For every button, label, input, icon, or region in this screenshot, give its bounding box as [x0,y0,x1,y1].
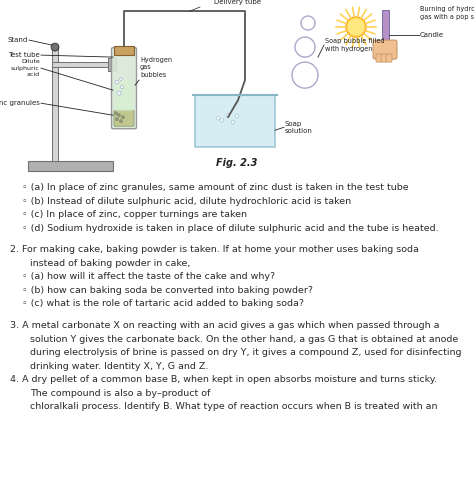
Text: ◦ (c) In place of zinc, copper turnings are taken: ◦ (c) In place of zinc, copper turnings … [22,210,247,219]
Text: 3. A metal carbonate X on reacting with an acid gives a gas which when passed th: 3. A metal carbonate X on reacting with … [10,321,439,330]
Circle shape [115,80,119,84]
Circle shape [301,16,315,30]
Circle shape [116,118,118,121]
Bar [52,62,112,67]
Bar [382,10,389,45]
Circle shape [220,118,224,122]
Circle shape [120,78,122,80]
Text: Hydrogen
gas
bubbles: Hydrogen gas bubbles [140,56,172,77]
Circle shape [226,113,230,117]
Text: 2. For making cake, baking powder is taken. If at home your mother uses baking s: 2. For making cake, baking powder is tak… [10,245,419,254]
Circle shape [115,112,118,115]
FancyBboxPatch shape [381,54,387,62]
Text: Burning of hydrogen
gas with a pop sound: Burning of hydrogen gas with a pop sound [420,6,474,20]
Text: ◦ (b) Instead of dilute sulphuric acid, dilute hydrochloric acid is taken: ◦ (b) Instead of dilute sulphuric acid, … [22,197,351,206]
Text: Stand: Stand [8,37,28,43]
Bar [108,58,116,71]
Text: ◦ (c) what is the role of tartaric acid added to baking soda?: ◦ (c) what is the role of tartaric acid … [22,300,304,308]
Text: ◦ (a) how will it affect the taste of the cake and why?: ◦ (a) how will it affect the taste of th… [22,272,275,281]
FancyBboxPatch shape [195,95,275,147]
Text: drinking water. Identity X, Y, G and Z.: drinking water. Identity X, Y, G and Z. [30,361,209,371]
Circle shape [120,86,124,89]
Text: solution Y gives the carbonate back. On the other hand, a gas G that is obtained: solution Y gives the carbonate back. On … [30,335,458,343]
FancyBboxPatch shape [373,40,397,59]
Circle shape [119,120,122,123]
Text: Soap bubble filled
with hydrogen: Soap bubble filled with hydrogen [325,38,384,52]
Circle shape [295,37,315,57]
Text: Fig. 2.3: Fig. 2.3 [216,158,258,169]
FancyBboxPatch shape [386,54,392,62]
Circle shape [51,43,59,51]
Circle shape [118,113,120,117]
Circle shape [346,17,366,37]
Bar [52,46,58,161]
Text: chloralkali process. Identify B. What type of reaction occurs when B is treated : chloralkali process. Identify B. What ty… [30,402,438,411]
Text: during electrolysis of brine is passed on dry Y, it gives a compound Z, used for: during electrolysis of brine is passed o… [30,348,462,357]
Text: Dilute
sulphuric
acid: Dilute sulphuric acid [11,59,40,77]
Bar [115,81,133,111]
Text: ◦ (b) how can baking soda be converted into baking powder?: ◦ (b) how can baking soda be converted i… [22,286,313,295]
Circle shape [121,116,125,119]
Text: ◦ (a) In place of zinc granules, same amount of zinc dust is taken in the test t: ◦ (a) In place of zinc granules, same am… [22,183,409,192]
Text: The compound is also a by–product of: The compound is also a by–product of [30,389,210,397]
Text: Test tube: Test tube [8,52,40,58]
Text: Soap
solution: Soap solution [285,121,313,134]
Circle shape [292,62,318,88]
Circle shape [231,120,235,124]
FancyBboxPatch shape [28,161,113,171]
Text: Delivery tube: Delivery tube [215,0,262,5]
FancyBboxPatch shape [114,110,134,126]
Circle shape [216,116,220,120]
Circle shape [235,114,239,118]
Circle shape [117,91,121,95]
Text: 4. A dry pellet of a common base B, when kept in open absorbs moisture and turns: 4. A dry pellet of a common base B, when… [10,375,437,384]
FancyBboxPatch shape [114,46,134,55]
Text: instead of baking powder in cake,: instead of baking powder in cake, [30,259,191,268]
Text: ◦ (d) Sodium hydroxide is taken in place of dilute sulphuric acid and the tube i: ◦ (d) Sodium hydroxide is taken in place… [22,224,438,233]
FancyBboxPatch shape [376,54,382,62]
FancyBboxPatch shape [111,48,137,129]
Text: Candle: Candle [420,32,444,38]
Text: Zinc granules: Zinc granules [0,100,40,106]
